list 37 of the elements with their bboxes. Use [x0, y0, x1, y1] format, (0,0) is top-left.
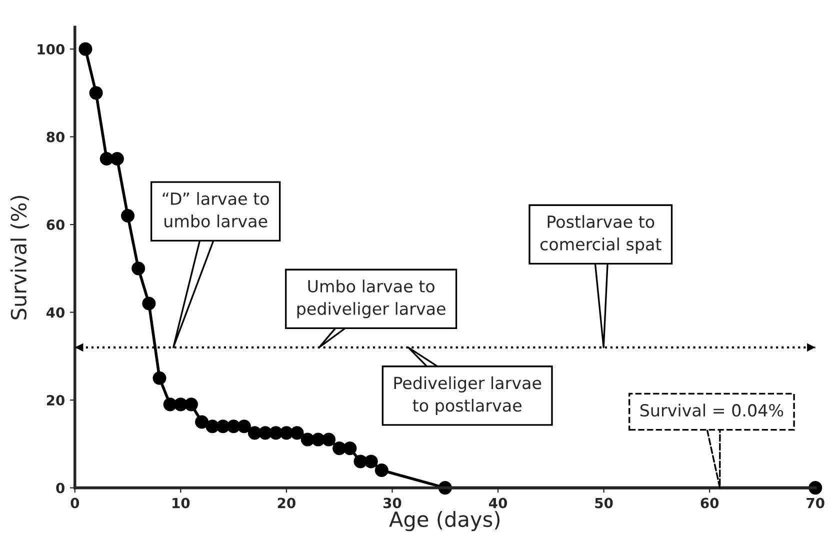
x-tick-label: 10	[172, 498, 190, 508]
point	[184, 398, 198, 412]
point	[374, 463, 388, 478]
x-tick-label: 20	[278, 498, 296, 508]
annotation: Umbo larvae to pediveliger larvae	[297, 280, 446, 318]
point	[343, 442, 357, 456]
point	[89, 86, 103, 100]
point	[195, 415, 209, 429]
annotation: Postlarvae to comercial spat	[540, 215, 662, 254]
point	[322, 432, 336, 446]
x-tick-label: 40	[488, 498, 508, 508]
annotation: Pediveliger larvae to postlarvae	[394, 376, 542, 415]
y-axis-title: Survival (%)	[10, 196, 30, 320]
x-tick-label: 30	[383, 498, 402, 508]
annotation: “D” larvae to umbo larvae	[162, 192, 269, 228]
y-tick-label: 40	[46, 307, 64, 318]
point	[110, 152, 124, 166]
y-tick-label: 20	[46, 395, 64, 406]
x-tick-label: 0	[70, 498, 80, 508]
point	[121, 209, 135, 223]
point	[142, 296, 156, 310]
x-tick-label: 60	[700, 498, 719, 508]
y-tick-label: 100	[38, 44, 64, 55]
y-tick-label: 0	[56, 482, 64, 494]
point	[290, 426, 304, 440]
y-tick-label: 60	[46, 220, 64, 230]
x-tick-label: 70	[806, 498, 824, 508]
y-tick-label: 80	[46, 132, 64, 142]
x-tick-label: 50	[595, 498, 613, 508]
point	[152, 371, 166, 385]
point	[364, 454, 378, 468]
x-axis-title: Age (days)	[389, 510, 500, 532]
point	[132, 262, 146, 276]
annotation: Survival = 0.04%	[640, 404, 784, 417]
point	[808, 481, 822, 495]
point	[237, 420, 251, 434]
point	[78, 42, 92, 56]
